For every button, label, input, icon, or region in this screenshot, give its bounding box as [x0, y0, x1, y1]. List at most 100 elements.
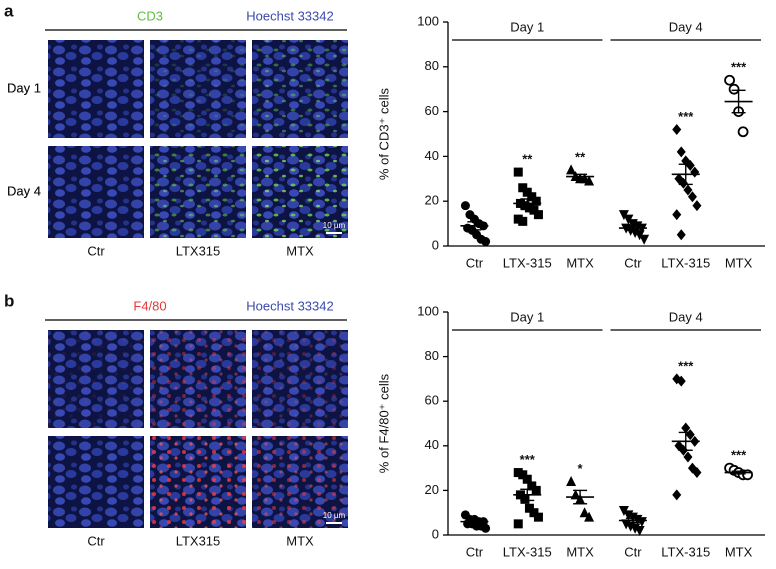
significance: *** [678, 109, 694, 124]
x-tick-label: LTX-315 [661, 255, 710, 270]
data-point [584, 511, 595, 522]
y-tick-label: 20 [425, 193, 439, 208]
stain-label: Hoechst 33342 [246, 298, 333, 313]
y-tick-label: 40 [425, 148, 439, 163]
x-tick-label: Ctr [624, 544, 642, 559]
data-point [460, 201, 470, 211]
group-label: Day 1 [510, 19, 544, 34]
stain-overlay [252, 330, 348, 428]
data-point [676, 229, 686, 241]
significance: * [578, 461, 584, 476]
group-label: Day 4 [669, 309, 703, 324]
significance: ** [522, 152, 533, 167]
x-tick-label: MTX [566, 544, 594, 559]
scale-bar-label: 10 µm [323, 511, 346, 520]
column-label: MTX [286, 243, 314, 258]
scale-bar-label: 10 µm [323, 221, 346, 230]
column-label: LTX315 [176, 243, 221, 258]
group-label: Day 1 [510, 309, 544, 324]
y-tick-label: 80 [425, 58, 439, 73]
stain-label: F4/80 [133, 298, 166, 313]
stain-overlay [150, 146, 246, 238]
data-point [672, 209, 682, 221]
x-tick-label: Ctr [466, 544, 484, 559]
group-label: Day 4 [669, 19, 703, 34]
micrograph [48, 40, 144, 138]
data-point [518, 216, 528, 226]
y-tick-label: 80 [425, 348, 439, 363]
data-point [685, 159, 695, 171]
data-point [566, 164, 577, 175]
significance: *** [731, 448, 747, 463]
data-point [634, 526, 645, 537]
row-label: Day 1 [7, 80, 41, 95]
data-point [522, 474, 532, 484]
x-tick-label: Ctr [624, 255, 642, 270]
y-tick-label: 0 [432, 237, 439, 252]
data-point [520, 494, 530, 504]
data-point [481, 523, 491, 533]
column-label: Ctr [87, 533, 105, 548]
stain-overlay [150, 40, 246, 138]
y-tick-label: 0 [432, 526, 439, 541]
stain-label: Hoechst 33342 [246, 8, 333, 23]
stain-overlay [150, 436, 246, 528]
stain-overlay [48, 330, 144, 428]
data-point [579, 507, 590, 518]
stain-label: CD3 [137, 8, 163, 23]
data-point [683, 184, 693, 196]
data-point [639, 234, 650, 245]
y-tick-label: 100 [417, 303, 439, 318]
stain-overlay [252, 146, 348, 238]
data-point [683, 451, 693, 463]
data-point [584, 175, 595, 186]
data-point [692, 467, 702, 479]
row-label: Day 1 [7, 80, 41, 95]
x-tick-label: LTX-315 [503, 544, 552, 559]
micrograph [48, 146, 144, 238]
stain-overlay [150, 330, 246, 428]
x-tick-label: LTX-315 [503, 255, 552, 270]
row-label: Day 4 [7, 183, 41, 198]
panel-letter: a [4, 1, 14, 20]
y-axis-label: % of CD3⁺ cells [376, 87, 391, 180]
data-point [566, 475, 577, 486]
y-tick-label: 60 [425, 393, 439, 408]
micrograph [48, 436, 144, 528]
data-point [676, 146, 686, 158]
data-point [533, 210, 543, 220]
data-point [513, 167, 523, 177]
significance: *** [678, 358, 694, 373]
data-point [533, 512, 543, 522]
y-tick-label: 20 [425, 482, 439, 497]
data-point [728, 83, 740, 95]
y-tick-label: 100 [417, 13, 439, 28]
data-point [672, 124, 682, 136]
stain-overlay [252, 40, 348, 138]
data-point [531, 485, 541, 495]
x-tick-label: Ctr [466, 255, 484, 270]
data-point [513, 519, 523, 529]
column-label: LTX315 [176, 533, 221, 548]
panel-letter: b [4, 291, 14, 310]
data-point [531, 196, 541, 206]
row-label: Day 4 [7, 183, 41, 198]
x-tick-label: LTX-315 [661, 544, 710, 559]
stain-overlay [252, 436, 348, 528]
data-point [724, 74, 735, 86]
data-point [687, 191, 697, 203]
column-label: MTX [286, 533, 314, 548]
data-point [672, 489, 682, 501]
significance: ** [575, 149, 586, 164]
y-axis-label: % of F4/80⁺ cells [376, 373, 391, 473]
column-label: Ctr [87, 243, 105, 258]
y-tick-label: 40 [425, 437, 439, 452]
x-tick-label: MTX [725, 255, 753, 270]
data-point [692, 200, 702, 212]
significance: *** [731, 60, 747, 75]
x-tick-label: MTX [725, 544, 753, 559]
data-point [636, 517, 647, 528]
data-point [737, 126, 749, 138]
data-point [676, 375, 686, 387]
